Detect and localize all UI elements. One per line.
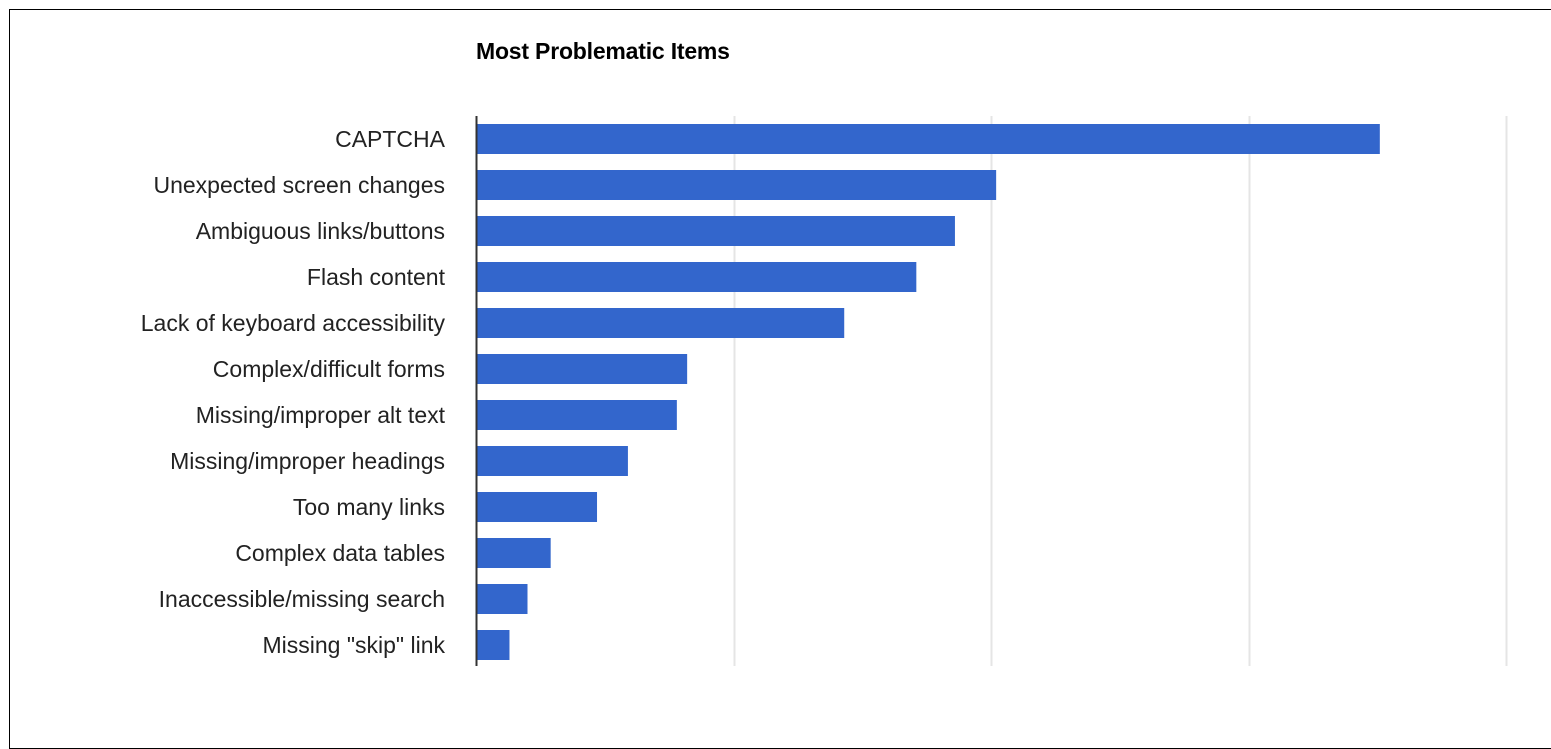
category-label: Missing "skip" link [263,632,446,658]
bar-7[interactable] [476,446,628,476]
bar-1[interactable] [476,170,997,200]
bar-8[interactable] [476,492,598,522]
bars [476,124,1380,660]
category-label: Flash content [307,264,446,290]
bar-5[interactable] [476,354,688,384]
gridlines [733,116,1508,666]
category-label: Missing/improper alt text [196,402,446,428]
bar-0[interactable] [476,124,1380,154]
category-label: Too many links [293,494,445,520]
category-label: Lack of keyboard accessibility [141,310,446,336]
bar-4[interactable] [476,308,845,338]
bar-6[interactable] [476,400,677,430]
category-label: Missing/improper headings [170,448,445,474]
chart-title: Most Problematic Items [476,38,730,64]
category-label: Complex/difficult forms [213,356,445,382]
bar-2[interactable] [476,216,955,246]
category-label: Ambiguous links/buttons [196,218,445,244]
bar-11[interactable] [476,630,510,660]
category-label: Unexpected screen changes [153,172,445,198]
bar-3[interactable] [476,262,917,292]
bar-9[interactable] [476,538,551,568]
bar-10[interactable] [476,584,528,614]
category-label: CAPTCHA [335,126,446,152]
category-label: Complex data tables [235,540,445,566]
category-label: Inaccessible/missing search [159,586,445,612]
category-labels: CAPTCHA Unexpected screen changes Ambiguou… [141,126,446,658]
